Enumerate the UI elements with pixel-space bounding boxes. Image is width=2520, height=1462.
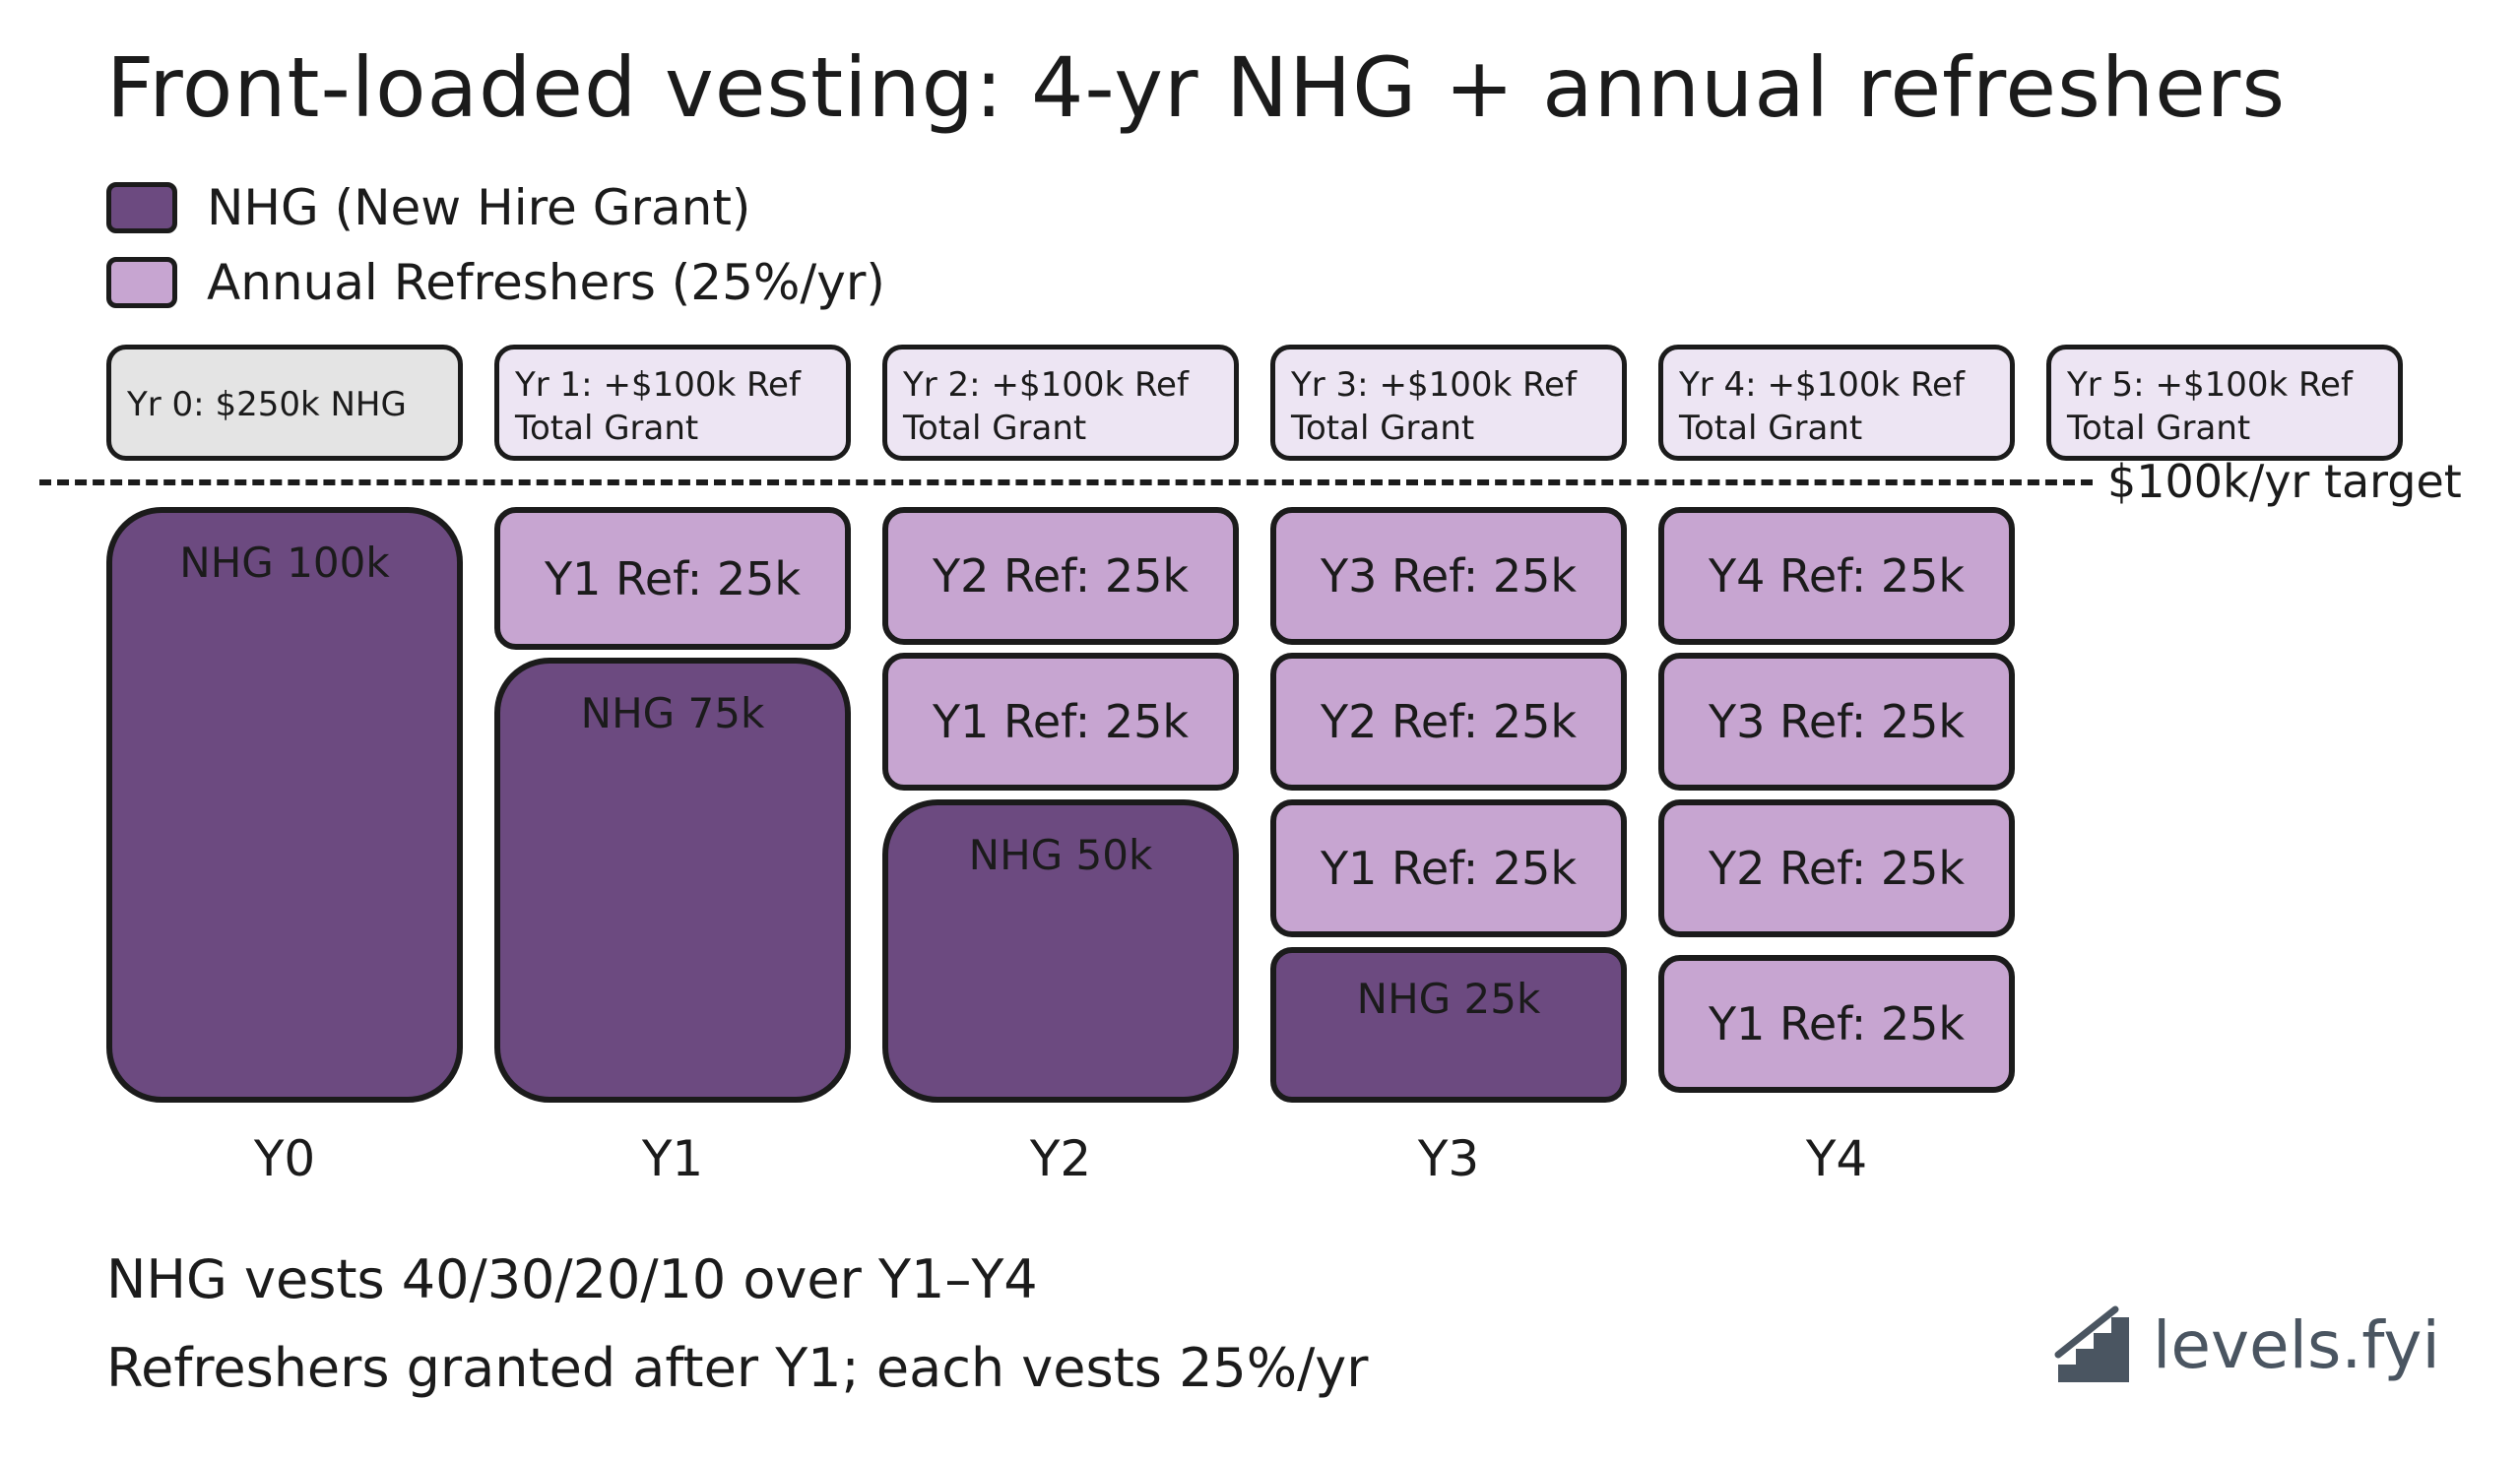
- header-line: Yr 5: +$100k Ref: [2067, 365, 2353, 405]
- nhg-block-label: NHG 50k: [968, 831, 1153, 879]
- x-axis-label: Y4: [1805, 1130, 1868, 1187]
- refresher-block: Y2 Ref: 25k: [1270, 653, 1627, 791]
- header-box-yr2: Yr 2: +$100k Ref Total Grant: [882, 345, 1239, 461]
- header-subline: Total Grant: [903, 409, 1087, 448]
- x-axis-label: Y3: [1417, 1130, 1480, 1187]
- nhg-block-label: NHG 75k: [580, 689, 765, 737]
- header-line: Yr 4: +$100k Ref: [1679, 365, 1965, 405]
- x-axis-label: Y0: [253, 1130, 316, 1187]
- header-box-yr3: Yr 3: +$100k Ref Total Grant: [1270, 345, 1627, 461]
- header-box-yr1: Yr 1: +$100k Ref Total Grant: [494, 345, 851, 461]
- header-line: Yr 3: +$100k Ref: [1291, 365, 1577, 405]
- legend-swatch-refreshers: [106, 257, 177, 308]
- legend-label-nhg: NHG (New Hire Grant): [207, 179, 751, 236]
- legend-swatch-nhg: [106, 182, 177, 233]
- refresher-block: Y1 Ref: 25k: [1270, 799, 1627, 937]
- nhg-block-y3: NHG 25k: [1270, 947, 1627, 1103]
- refresher-block: Y1 Ref: 25k: [1658, 955, 2015, 1093]
- refresher-block: Y1 Ref: 25k: [882, 653, 1239, 791]
- footnote-nhg-schedule: NHG vests 40/30/20/10 over Y1–Y4: [106, 1248, 1038, 1310]
- legend-label-refreshers: Annual Refreshers (25%/yr): [207, 254, 885, 311]
- stairs-logo-icon: [2054, 1305, 2129, 1382]
- levels-fyi-logo: levels.fyi: [2054, 1305, 2440, 1384]
- nhg-block-y0: NHG 100k: [106, 507, 463, 1103]
- x-axis-label: Y1: [641, 1130, 704, 1187]
- nhg-block-y2: NHG 50k: [882, 799, 1239, 1103]
- nhg-block-label: NHG 25k: [1356, 975, 1541, 1023]
- refresher-block: Y2 Ref: 25k: [1658, 799, 2015, 937]
- logo-text: levels.fyi: [2153, 1306, 2440, 1383]
- refresher-block: Y2 Ref: 25k: [882, 507, 1239, 645]
- footnote-refresher-schedule: Refreshers granted after Y1; each vests …: [106, 1337, 1369, 1399]
- header-subline: Total Grant: [515, 409, 699, 448]
- legend-item-nhg: NHG (New Hire Grant): [106, 179, 750, 236]
- header-subline: Total Grant: [1679, 409, 1863, 448]
- legend-item-refreshers: Annual Refreshers (25%/yr): [106, 254, 885, 311]
- diagram-title: Front-loaded vesting: 4-yr NHG + annual …: [106, 39, 2287, 136]
- refresher-block: Y3 Ref: 25k: [1658, 653, 2015, 791]
- refresher-block: Y3 Ref: 25k: [1270, 507, 1627, 645]
- header-box-yr5: Yr 5: +$100k Ref Total Grant: [2046, 345, 2403, 461]
- header-box-yr4: Yr 4: +$100k Ref Total Grant: [1658, 345, 2015, 461]
- header-box-yr0: Yr 0: $250k NHG: [106, 345, 463, 461]
- target-dashed-line: [39, 479, 2093, 485]
- refresher-block: Y1 Ref: 25k: [494, 507, 851, 650]
- header-subline: Total Grant: [2067, 409, 2251, 448]
- header-line: Yr 0: $250k NHG: [127, 385, 407, 424]
- header-line: Yr 1: +$100k Ref: [515, 365, 801, 405]
- nhg-block-y1: NHG 75k: [494, 658, 851, 1103]
- refresher-block: Y4 Ref: 25k: [1658, 507, 2015, 645]
- header-subline: Total Grant: [1291, 409, 1475, 448]
- target-label: $100k/yr target: [2107, 455, 2462, 508]
- header-line: Yr 2: +$100k Ref: [903, 365, 1189, 405]
- nhg-block-label: NHG 100k: [179, 539, 390, 587]
- x-axis-label: Y2: [1029, 1130, 1092, 1187]
